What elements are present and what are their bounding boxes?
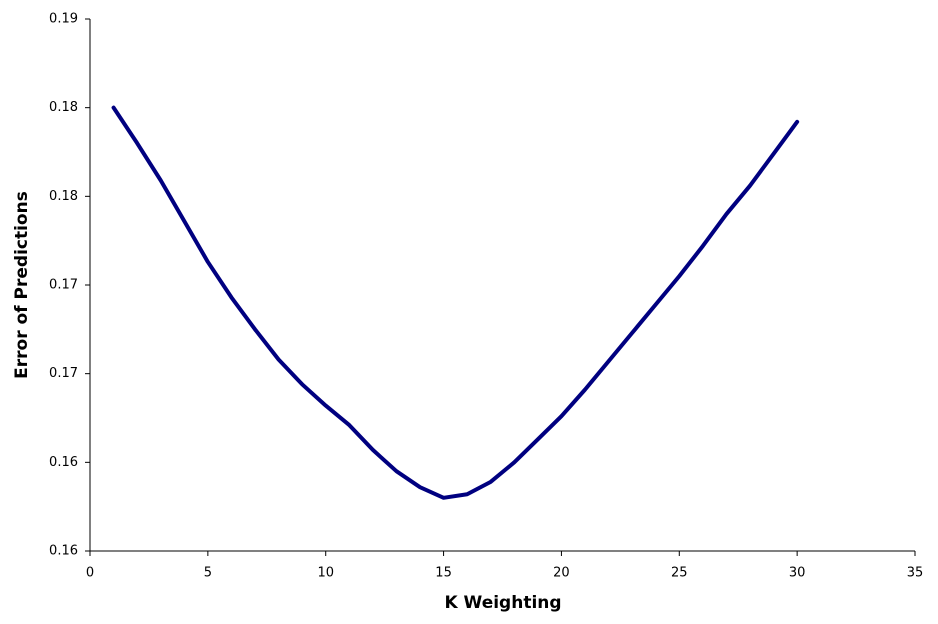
y-tick-label: 0.17 [49, 278, 78, 293]
x-tick-label: 20 [553, 566, 570, 581]
y-axis-title: Error of Predictions [12, 191, 32, 379]
y-tick-label: 0.16 [49, 455, 78, 470]
x-tick-label: 25 [671, 566, 688, 581]
y-tick-label: 0.17 [49, 366, 78, 381]
y-tick-label: 0.18 [49, 189, 78, 204]
y-tick-label: 0.18 [49, 100, 78, 115]
x-axis-title: K Weighting [444, 593, 561, 613]
x-tick-label: 15 [435, 566, 452, 581]
line-series [111, 105, 800, 500]
x-tick-label: 0 [86, 566, 94, 581]
x-tick-label: 35 [907, 566, 924, 581]
x-tick-label: 10 [317, 566, 334, 581]
x-tick-label: 5 [204, 566, 212, 581]
x-tick-label: 30 [789, 566, 806, 581]
y-tick-label: 0.19 [49, 12, 78, 27]
y-tick-label: 0.16 [49, 544, 78, 559]
